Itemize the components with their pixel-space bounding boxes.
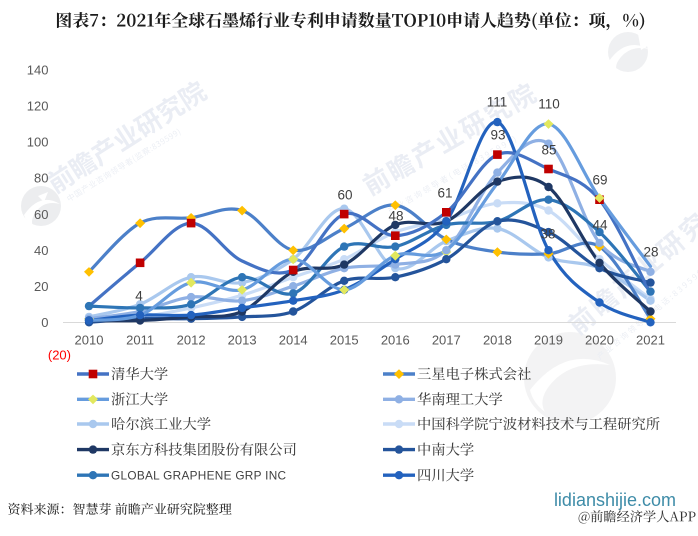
svg-text:61: 61 — [437, 186, 452, 201]
svg-text:2010: 2010 — [75, 333, 104, 348]
svg-text:2015: 2015 — [330, 333, 359, 348]
svg-text:120: 120 — [27, 99, 49, 114]
svg-text:38: 38 — [540, 227, 555, 242]
svg-text:40: 40 — [34, 243, 48, 258]
svg-text:85: 85 — [541, 143, 556, 158]
svg-text:2014: 2014 — [279, 333, 308, 348]
svg-text:(20): (20) — [48, 348, 71, 363]
svg-text:2011: 2011 — [126, 333, 154, 348]
svg-text:2016: 2016 — [381, 333, 410, 348]
svg-text:44: 44 — [592, 218, 608, 233]
svg-text:111: 111 — [487, 95, 508, 110]
svg-text:60: 60 — [34, 207, 48, 222]
svg-text:28: 28 — [643, 245, 658, 260]
svg-text:100: 100 — [27, 135, 49, 150]
svg-text:60: 60 — [337, 188, 352, 203]
svg-text:GLOBAL GRAPHENE GRP INC: GLOBAL GRAPHENE GRP INC — [111, 469, 287, 483]
svg-text:2012: 2012 — [177, 333, 206, 348]
svg-text:0: 0 — [41, 315, 48, 330]
svg-text:93: 93 — [490, 128, 505, 143]
svg-text:140: 140 — [27, 63, 49, 78]
svg-text:4: 4 — [135, 289, 143, 304]
svg-text:110: 110 — [538, 97, 560, 112]
svg-text:2019: 2019 — [534, 333, 563, 348]
svg-text:80: 80 — [34, 171, 48, 186]
svg-text:20: 20 — [34, 279, 48, 294]
svg-text:2017: 2017 — [432, 333, 461, 348]
svg-text:lidianshijie.com: lidianshijie.com — [554, 490, 676, 510]
svg-text:2013: 2013 — [228, 333, 257, 348]
svg-text:48: 48 — [388, 209, 403, 224]
svg-text:69: 69 — [592, 173, 607, 188]
svg-text:2020: 2020 — [585, 333, 614, 348]
svg-text:2018: 2018 — [483, 333, 512, 348]
svg-text:2021: 2021 — [636, 333, 665, 348]
